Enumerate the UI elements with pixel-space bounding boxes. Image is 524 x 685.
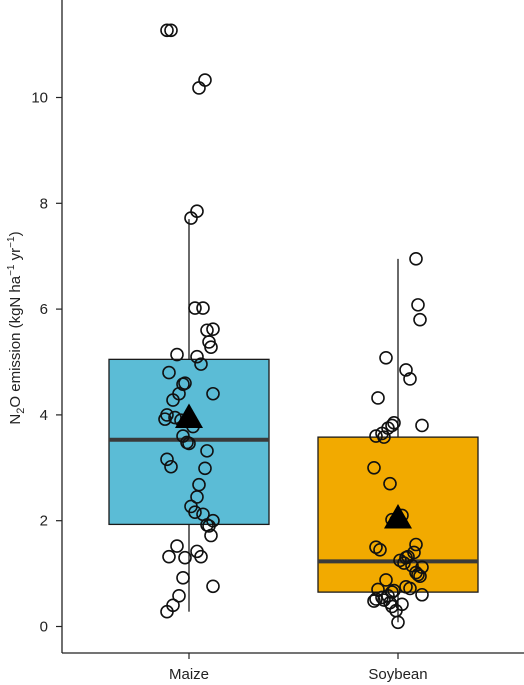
data-point [160, 23, 174, 38]
data-point [182, 436, 196, 451]
data-point [198, 73, 212, 87]
y-axis-title: N2O emission (kgN ha−1 yr−1) [6, 231, 27, 424]
data-point [371, 582, 385, 597]
y-tick-label: 6 [40, 301, 48, 318]
data-point [176, 571, 190, 585]
mean-marker [384, 504, 412, 529]
data-point [415, 418, 429, 433]
data-point [415, 587, 429, 602]
y-tick-label: 10 [31, 90, 48, 107]
data-point [160, 452, 174, 467]
data-point [379, 573, 393, 587]
y-tick-label: 4 [40, 407, 48, 424]
data-point [170, 347, 184, 362]
y-tick-label: 0 [40, 619, 48, 636]
data-point [367, 594, 381, 608]
data-point [403, 372, 417, 386]
data-point [413, 569, 427, 584]
data-point [409, 252, 423, 266]
plot-area [108, 23, 479, 630]
data-point [160, 604, 174, 619]
data-point [377, 430, 391, 444]
data-point [198, 461, 212, 476]
mean-marker [175, 403, 203, 429]
data-point [206, 322, 220, 337]
data-point [188, 301, 202, 315]
data-point [403, 581, 417, 596]
y-tick-label: 2 [40, 513, 48, 530]
data-point [164, 459, 178, 474]
data-point [166, 393, 180, 407]
data-point [204, 340, 218, 354]
data-point [158, 412, 172, 426]
data-point [206, 386, 220, 401]
y-axis-title-subscript: 2 [15, 408, 27, 414]
data-point [194, 549, 208, 564]
data-point [190, 490, 204, 504]
data-point [383, 476, 397, 491]
y-tick-label: 8 [40, 195, 48, 212]
data-point [184, 211, 198, 225]
data-point [170, 539, 184, 553]
x-tick-label: Soybean [368, 666, 427, 683]
data-point [409, 565, 423, 580]
data-point [164, 23, 178, 38]
y-axis-title-end: ) [7, 231, 24, 236]
data-point [190, 349, 204, 364]
data-point [411, 298, 425, 312]
y-axis-title-superscript-2: −1 [6, 236, 17, 248]
data-point [369, 592, 383, 606]
data-point [202, 519, 216, 533]
data-point [204, 528, 218, 543]
data-point [162, 365, 176, 380]
data-point [194, 357, 208, 371]
x-tick-label: Maize [169, 666, 209, 683]
data-point [399, 363, 413, 377]
data-point [178, 550, 192, 565]
y-axis-title-mid: yr [7, 248, 24, 265]
y-axis-title-base: N [7, 414, 24, 425]
y-axis-title-superscript-1: −1 [6, 264, 17, 276]
data-point [379, 350, 393, 365]
data-point [188, 505, 202, 520]
data-point [200, 444, 214, 458]
axes: 0 2 4 6 8 10 Maize Soybean [31, 0, 524, 683]
data-point [391, 615, 405, 630]
y-axis-title-main: O emission (kgN ha [7, 275, 24, 407]
data-point [206, 579, 220, 594]
data-point [192, 81, 206, 95]
data-point [369, 429, 383, 443]
data-point [367, 460, 381, 475]
data-point [409, 537, 423, 552]
data-point [385, 599, 399, 614]
data-point [397, 556, 411, 570]
data-point [373, 542, 387, 557]
data-point [371, 391, 385, 405]
data-point [413, 312, 427, 327]
data-point [162, 549, 176, 564]
data-point [411, 567, 425, 582]
data-point [172, 589, 186, 603]
data-point [196, 301, 210, 315]
